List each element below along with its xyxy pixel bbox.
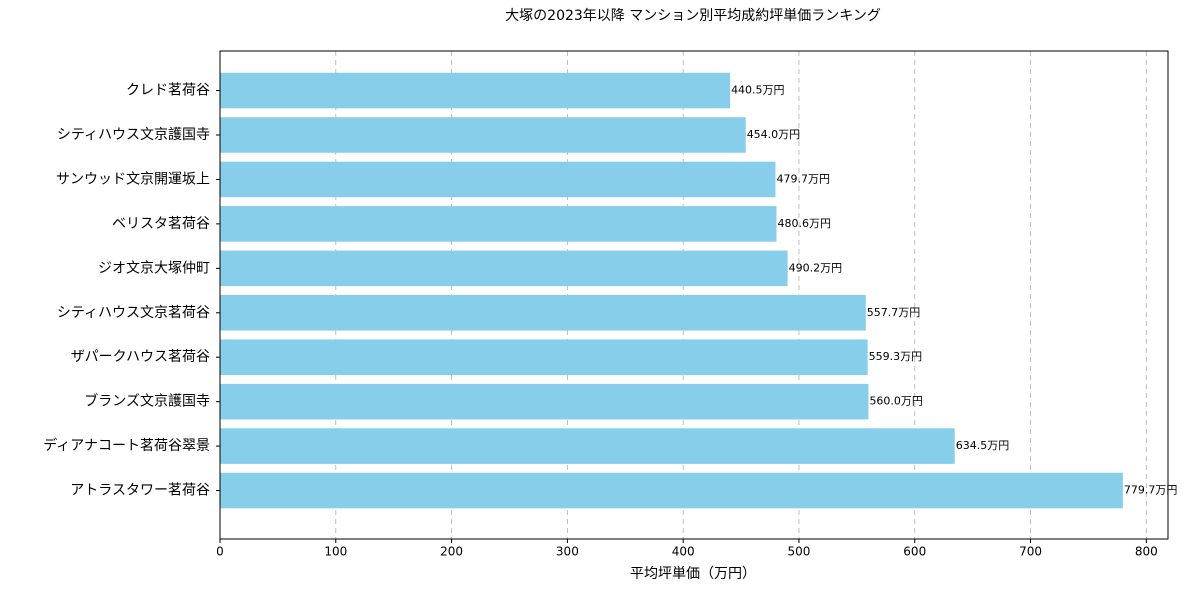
value-label: 560.0万円 xyxy=(869,395,923,408)
bar xyxy=(220,72,731,109)
x-tick-label: 100 xyxy=(324,545,347,559)
value-label: 557.7万円 xyxy=(867,306,921,319)
x-tick-label: 700 xyxy=(1019,545,1042,559)
x-tick-label: 200 xyxy=(440,545,463,559)
value-label: 454.0万円 xyxy=(747,128,801,141)
value-label: 559.3万円 xyxy=(869,350,923,363)
chart-title: 大塚の2023年以降 マンション別平均成約坪単価ランキング xyxy=(505,8,881,24)
value-label: 779.7万円 xyxy=(1124,484,1178,497)
value-label: 480.6万円 xyxy=(778,217,832,230)
y-tick-label: ベリスタ茗荷谷 xyxy=(112,216,210,232)
bar xyxy=(220,161,776,198)
y-tick-label: シティハウス文京茗荷谷 xyxy=(57,305,210,321)
y-tick-label: ブランズ文京護国寺 xyxy=(84,393,210,410)
x-axis-label: 平均坪単価（万円） xyxy=(630,566,756,582)
x-tick-label: 400 xyxy=(672,545,695,559)
x-tick-label: 600 xyxy=(903,545,926,559)
x-tick-label: 300 xyxy=(556,545,579,559)
y-tick-label: ジオ文京大塚仲町 xyxy=(98,260,210,276)
y-tick-label: ザパークハウス茗荷谷 xyxy=(71,349,210,365)
plot-frame xyxy=(219,50,1169,540)
bar xyxy=(220,472,1123,509)
bar xyxy=(220,339,868,375)
bar xyxy=(220,295,866,331)
x-tick-label: 500 xyxy=(788,545,811,559)
y-tick-label: ディアナコート茗荷谷翠景 xyxy=(43,437,210,454)
bar xyxy=(220,250,788,287)
value-label: 634.5万円 xyxy=(956,439,1010,452)
value-label: 490.2万円 xyxy=(789,261,843,274)
x-tick-label: 0 xyxy=(216,545,224,559)
value-label: 440.5万円 xyxy=(731,84,785,97)
bar xyxy=(220,383,869,420)
bar xyxy=(220,428,955,464)
y-tick-label: サンウッド文京開運坂上 xyxy=(56,171,210,187)
y-tick-label: アトラスタワー茗荷谷 xyxy=(70,483,210,499)
bar xyxy=(220,206,777,242)
x-tick-label: 800 xyxy=(1135,545,1158,559)
y-tick-label: クレド茗荷谷 xyxy=(126,83,210,99)
bar xyxy=(220,117,746,153)
value-label: 479.7万円 xyxy=(776,172,830,185)
y-tick-label: シティハウス文京護国寺 xyxy=(57,127,210,143)
